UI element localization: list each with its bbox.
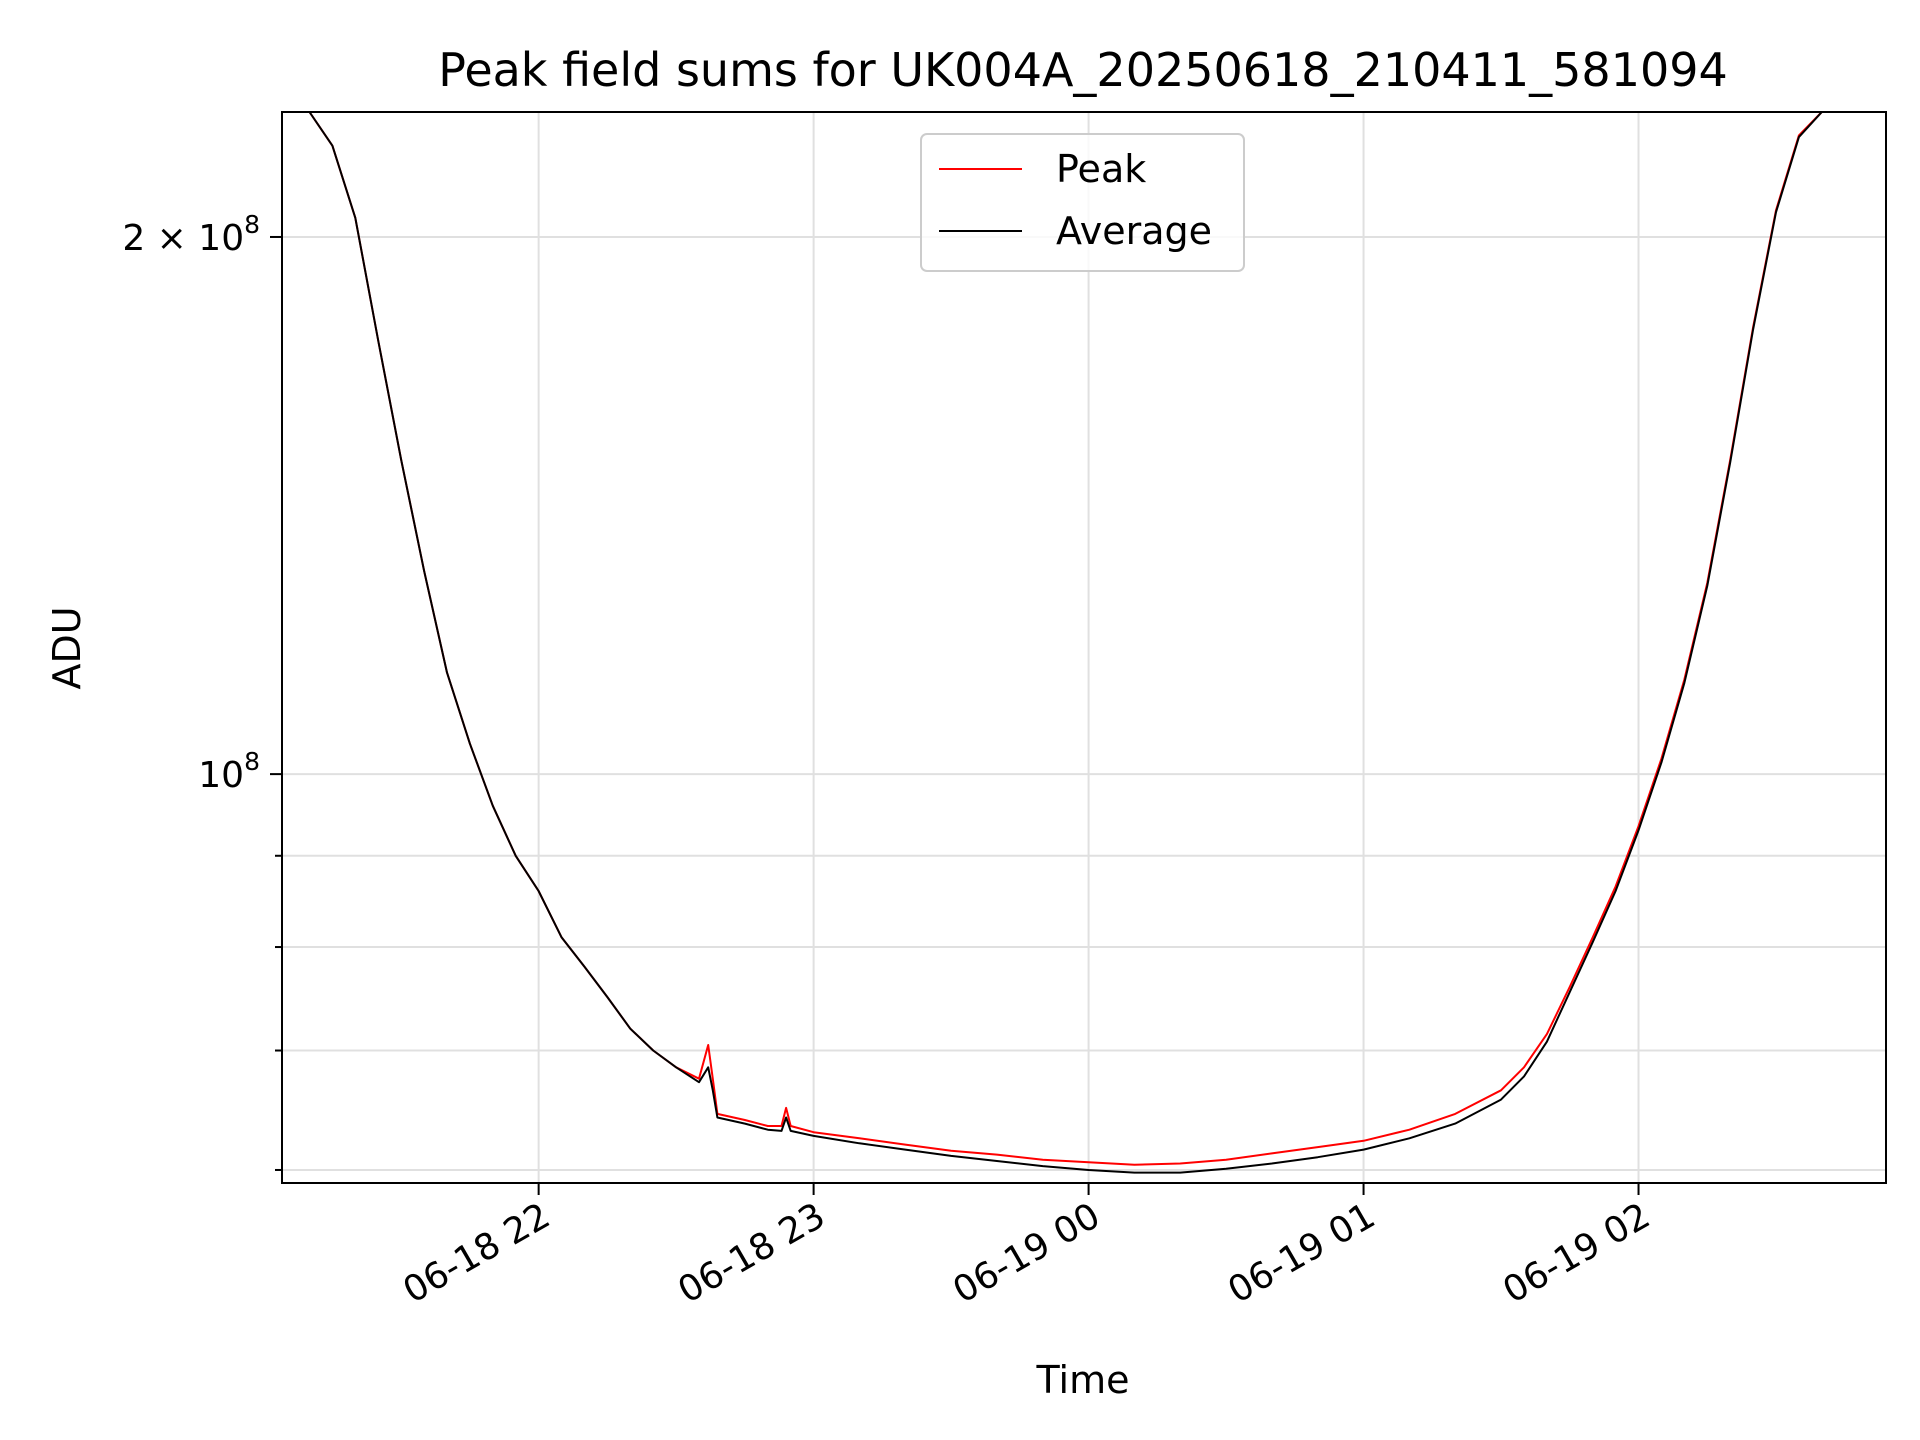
legend-label-peak: Peak xyxy=(1056,147,1146,191)
legend: Peak Average xyxy=(920,133,1245,272)
x-axis-label: Time xyxy=(1036,1358,1130,1402)
series-lines xyxy=(282,111,1886,1174)
plot-frame xyxy=(281,111,1887,1184)
y-tick-label: 2 × 108 xyxy=(122,210,260,259)
legend-label-average: Average xyxy=(1056,209,1212,253)
chart-title: Peak field sums for UK004A_20250618_2104… xyxy=(438,43,1728,97)
series-line-average xyxy=(282,111,1886,1174)
y-tick-label: 108 xyxy=(198,747,260,796)
y-axis-label: ADU xyxy=(45,606,89,689)
